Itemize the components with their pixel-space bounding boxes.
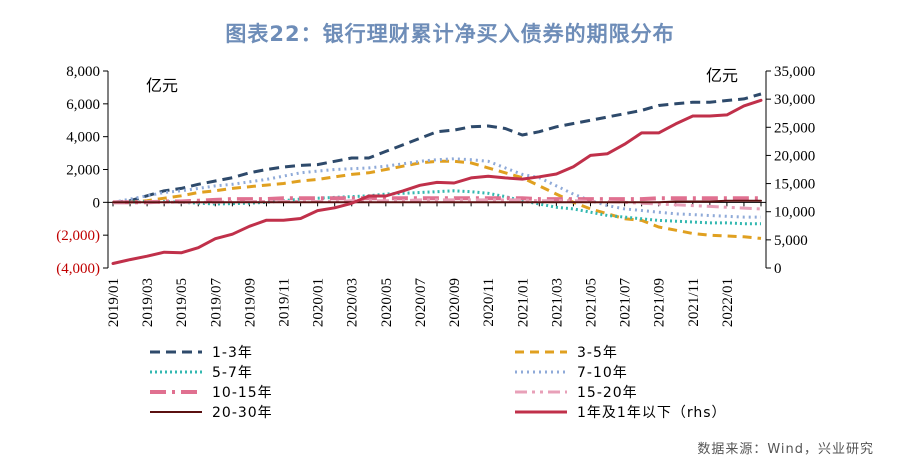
x-tick-label: 2019/05 xyxy=(174,278,190,327)
right-tick-label: 20,000 xyxy=(774,148,815,164)
left-tick-label: (2,000) xyxy=(56,228,100,244)
chart-title: 图表22：银行理财累计净买入债券的期限分布 xyxy=(225,22,675,46)
series-line xyxy=(112,92,762,204)
right-tick-label: 30,000 xyxy=(774,92,815,108)
x-tick-label: 2021/07 xyxy=(618,278,634,328)
x-tick-label: 2019/01 xyxy=(106,278,122,327)
x-tick-label: 2020/03 xyxy=(345,278,361,327)
x-tick-label: 2019/09 xyxy=(242,278,258,327)
legend-label: 10-15年 xyxy=(212,385,273,401)
x-tick-label: 2019/07 xyxy=(208,278,224,328)
x-tick-label: 2021/11 xyxy=(686,278,702,327)
series-line xyxy=(113,189,761,226)
right-tick-label: 25,000 xyxy=(774,120,815,136)
source-note: 数据来源：Wind，兴业研究 xyxy=(697,442,874,457)
x-tick-label: 2020/11 xyxy=(481,278,497,327)
x-tick-label: 2021/09 xyxy=(652,278,668,327)
right-tick-label: 10,000 xyxy=(774,205,815,221)
series-line xyxy=(112,199,762,204)
x-tick-label: 2020/07 xyxy=(413,278,429,328)
left-tick-label: 0 xyxy=(93,195,101,211)
right-tick-label: 0 xyxy=(774,261,782,277)
x-tick-label: 2019/11 xyxy=(277,278,293,327)
series-line xyxy=(111,98,763,265)
left-tick-label: 2,000 xyxy=(66,163,100,179)
legend-label: 3-5年 xyxy=(577,345,618,361)
x-tick-label: 2020/05 xyxy=(379,278,395,327)
legend-label: 15-20年 xyxy=(577,385,638,401)
left-tick-label: 6,000 xyxy=(66,97,100,113)
x-tick-label: 2021/01 xyxy=(515,278,531,327)
series-line xyxy=(112,157,761,219)
x-tick-label: 2020/01 xyxy=(311,278,327,327)
legend-label: 5-7年 xyxy=(212,365,253,381)
x-tick-label: 2021/05 xyxy=(583,278,599,327)
right-tick-label: 5,000 xyxy=(774,233,808,249)
left-tick-label: 8,000 xyxy=(66,64,100,80)
right-axis-unit: 亿元 xyxy=(706,66,739,85)
legend-label: 7-10年 xyxy=(577,365,628,381)
legend-label: 20-30年 xyxy=(212,405,273,421)
left-axis-unit: 亿元 xyxy=(146,76,179,95)
series-line xyxy=(113,196,761,205)
x-tick-label: 2021/03 xyxy=(549,278,565,327)
x-tick-label: 2019/03 xyxy=(140,278,156,327)
legend-label: 1-3年 xyxy=(212,345,253,361)
right-tick-label: 15,000 xyxy=(774,177,815,193)
left-tick-label: (4,000) xyxy=(56,261,100,277)
x-tick-label: 2022/01 xyxy=(720,278,736,327)
series-line xyxy=(113,159,762,240)
left-tick-label: 4,000 xyxy=(66,130,100,146)
x-tick-label: 2020/09 xyxy=(447,278,463,327)
legend-label: 1年及1年以下（rhs） xyxy=(577,405,727,421)
right-tick-label: 35,000 xyxy=(774,64,815,80)
